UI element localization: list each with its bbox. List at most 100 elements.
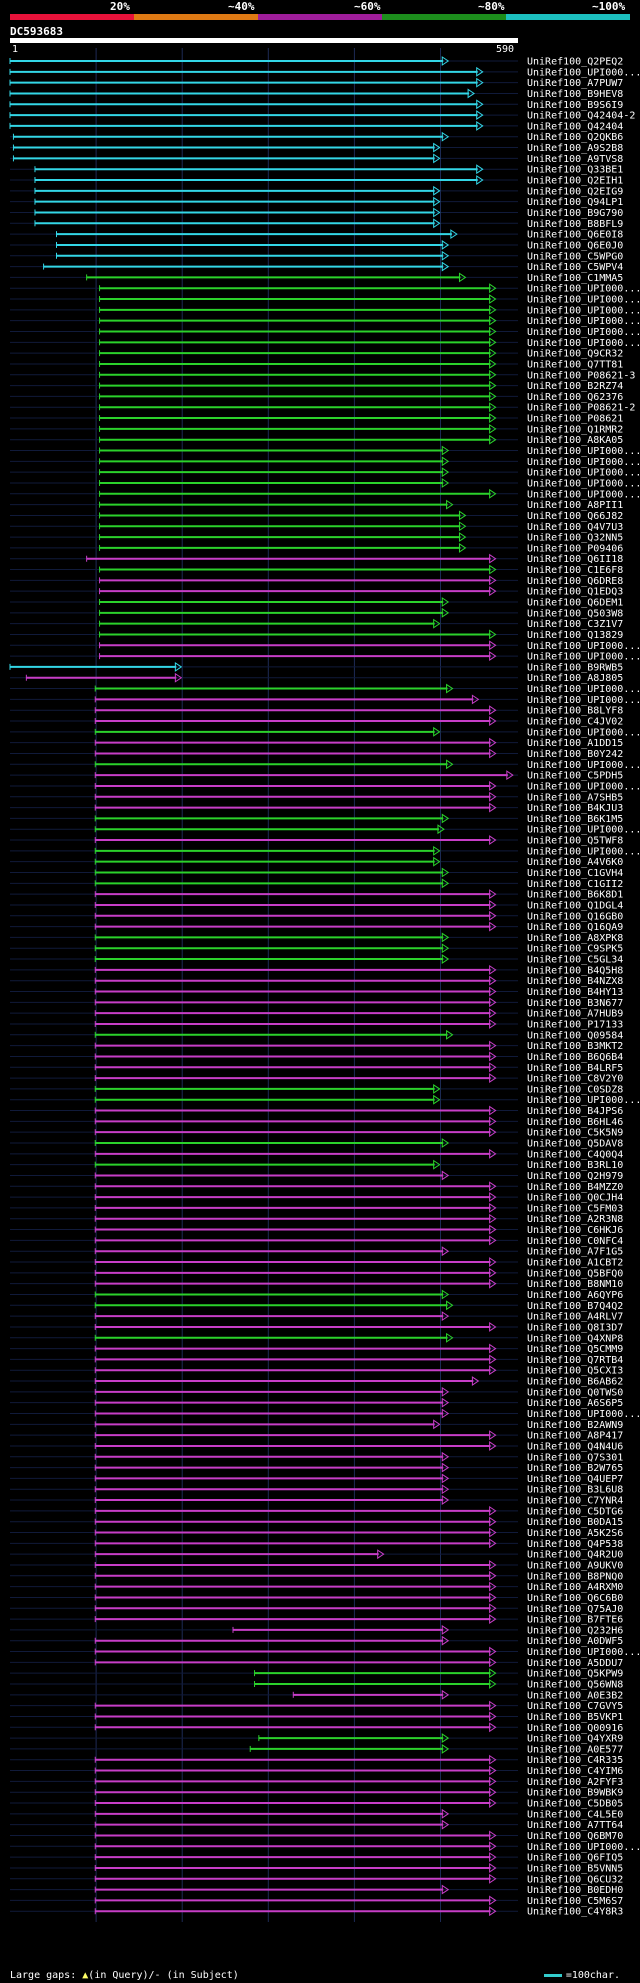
hit-label[interactable]: UniRef100_B4KJU3 xyxy=(527,803,623,814)
hit-label[interactable]: UniRef100_C1E6F8 xyxy=(527,565,623,576)
hit-label[interactable]: UniRef100_C7YNR4 xyxy=(527,1496,623,1507)
hit-label[interactable]: UniRef100_A2R3N8 xyxy=(527,1214,623,1225)
hit-label[interactable]: UniRef100_C9SPK5 xyxy=(527,944,623,955)
hit-label[interactable]: UniRef100_A6S6P5 xyxy=(527,1398,623,1409)
hit-label[interactable]: UniRef100_A7SHB5 xyxy=(527,792,623,803)
hit-label[interactable]: UniRef100_UPI000... xyxy=(527,446,640,457)
hit-label[interactable]: UniRef100_UPI000... xyxy=(527,1409,640,1420)
hit-label[interactable]: UniRef100_B5VNN5 xyxy=(527,1863,623,1874)
hit-label[interactable]: UniRef100_Q4P538 xyxy=(527,1539,623,1550)
hit-label[interactable]: UniRef100_Q6BM70 xyxy=(527,1831,623,1842)
hit-label[interactable]: UniRef100_A7F1G5 xyxy=(527,1247,623,1258)
hit-label[interactable]: UniRef100_C6HKJ6 xyxy=(527,1225,623,1236)
hit-label[interactable]: UniRef100_Q4N4U6 xyxy=(527,1441,623,1452)
hit-label[interactable]: UniRef100_C1GVH4 xyxy=(527,868,623,879)
hit-label[interactable]: UniRef100_Q7TT81 xyxy=(527,359,623,370)
hit-label[interactable]: UniRef100_Q13829 xyxy=(527,630,623,641)
hit-label[interactable]: UniRef100_A8P417 xyxy=(527,1431,623,1442)
hit-label[interactable]: UniRef100_B9G790 xyxy=(527,208,623,219)
hit-label[interactable]: UniRef100_B0DA15 xyxy=(527,1517,623,1528)
hit-label[interactable]: UniRef100_Q4R2U0 xyxy=(527,1550,623,1561)
hit-label[interactable]: UniRef100_Q6DRE8 xyxy=(527,576,623,587)
hit-label[interactable]: UniRef100_A9TVS8 xyxy=(527,154,623,165)
hit-label[interactable]: UniRef100_Q66J82 xyxy=(527,511,623,522)
hit-label[interactable]: UniRef100_Q33BE1 xyxy=(527,165,623,176)
hit-label[interactable]: UniRef100_UPI000... xyxy=(527,1095,640,1106)
hit-label[interactable]: UniRef100_UPI000... xyxy=(527,284,640,295)
hit-label[interactable]: UniRef100_Q16GB0 xyxy=(527,911,623,922)
hit-label[interactable]: UniRef100_Q4YXR9 xyxy=(527,1734,623,1745)
hit-label[interactable]: UniRef100_A5K2S6 xyxy=(527,1528,623,1539)
hit-label[interactable]: UniRef100_A7HUB9 xyxy=(527,1009,623,1020)
hit-label[interactable]: UniRef100_UPI000... xyxy=(527,478,640,489)
hit-label[interactable]: UniRef100_Q56WN8 xyxy=(527,1680,623,1691)
hit-label[interactable]: UniRef100_Q2EIG9 xyxy=(527,186,623,197)
hit-label[interactable]: UniRef100_A4V6K0 xyxy=(527,857,623,868)
hit-label[interactable]: UniRef100_A2FYF3 xyxy=(527,1777,623,1788)
hit-label[interactable]: UniRef100_B7Q4Q2 xyxy=(527,1301,623,1312)
hit-label[interactable]: UniRef100_UPI000... xyxy=(527,727,640,738)
hit-label[interactable]: UniRef100_Q6FIQ5 xyxy=(527,1853,623,1864)
hit-label[interactable]: UniRef100_Q6E0J0 xyxy=(527,240,623,251)
hit-label[interactable]: UniRef100_A0DWF5 xyxy=(527,1636,623,1647)
hit-label[interactable]: UniRef100_Q4XNP8 xyxy=(527,1333,623,1344)
hit-label[interactable]: UniRef100_C1GII2 xyxy=(527,879,623,890)
hit-label[interactable]: UniRef100_A6QYP6 xyxy=(527,1290,623,1301)
hit-label[interactable]: UniRef100_Q5BFQ0 xyxy=(527,1268,623,1279)
hit-label[interactable]: UniRef100_Q42404-2 xyxy=(527,111,635,122)
hit-label[interactable]: UniRef100_Q6E0I8 xyxy=(527,230,623,241)
hit-label[interactable]: UniRef100_B6K8D1 xyxy=(527,890,623,901)
hit-label[interactable]: UniRef100_Q16QA9 xyxy=(527,922,623,933)
hit-label[interactable]: UniRef100_C5PDH5 xyxy=(527,771,623,782)
hit-label[interactable]: UniRef100_C0NFC4 xyxy=(527,1236,623,1247)
hit-label[interactable]: UniRef100_A8KA05 xyxy=(527,435,623,446)
hit-label[interactable]: UniRef100_UPI000... xyxy=(527,684,640,695)
hit-label[interactable]: UniRef100_Q5KPW9 xyxy=(527,1669,623,1680)
hit-label[interactable]: UniRef100_P08621-2 xyxy=(527,403,635,414)
hit-label[interactable]: UniRef100_Q1DGL4 xyxy=(527,900,623,911)
hit-label[interactable]: UniRef100_A4RXM0 xyxy=(527,1582,623,1593)
hit-label[interactable]: UniRef100_UPI000... xyxy=(527,781,640,792)
hit-label[interactable]: UniRef100_C4R335 xyxy=(527,1755,623,1766)
hit-label[interactable]: UniRef100_UPI000... xyxy=(527,457,640,468)
hit-label[interactable]: UniRef100_C8V2Y0 xyxy=(527,1074,623,1085)
hit-label[interactable]: UniRef100_B3L6U8 xyxy=(527,1485,623,1496)
hit-label[interactable]: UniRef100_C5DTG6 xyxy=(527,1506,623,1517)
hit-label[interactable]: UniRef100_B0Y242 xyxy=(527,749,623,760)
hit-label[interactable]: UniRef100_Q2QKB6 xyxy=(527,132,623,143)
hit-label[interactable]: UniRef100_Q4UEP7 xyxy=(527,1474,623,1485)
hit-label[interactable]: UniRef100_Q2H979 xyxy=(527,1171,623,1182)
hit-label[interactable]: UniRef100_B8NM10 xyxy=(527,1279,623,1290)
hit-label[interactable]: UniRef100_P08621 xyxy=(527,414,623,425)
hit-label[interactable]: UniRef100_B8PNQ0 xyxy=(527,1571,623,1582)
hit-label[interactable]: UniRef100_B2RZ74 xyxy=(527,381,623,392)
hit-label[interactable]: UniRef100_Q232H6 xyxy=(527,1625,623,1636)
hit-label[interactable]: UniRef100_C5DB05 xyxy=(527,1799,623,1810)
hit-label[interactable]: UniRef100_UPI000... xyxy=(527,641,640,652)
hit-label[interactable]: UniRef100_B9WBK9 xyxy=(527,1788,623,1799)
hit-label[interactable]: UniRef100_C7GVY5 xyxy=(527,1701,623,1712)
hit-label[interactable]: UniRef100_UPI000... xyxy=(527,1842,640,1853)
hit-label[interactable]: UniRef100_A1CBT2 xyxy=(527,1258,623,1269)
hit-label[interactable]: UniRef100_Q2PEQ2 xyxy=(527,57,623,68)
hit-label[interactable]: UniRef100_C5K5N9 xyxy=(527,1128,623,1139)
hit-label[interactable]: UniRef100_B8LYF8 xyxy=(527,706,623,717)
hit-label[interactable]: UniRef100_UPI000... xyxy=(527,489,640,500)
hit-label[interactable]: UniRef100_UPI000... xyxy=(527,695,640,706)
hit-label[interactable]: UniRef100_Q6C6B0 xyxy=(527,1593,623,1604)
hit-label[interactable]: UniRef100_C3Z1V7 xyxy=(527,619,623,630)
hit-label[interactable]: UniRef100_UPI000... xyxy=(527,760,640,771)
hit-label[interactable]: UniRef100_B6K1M5 xyxy=(527,814,623,825)
hit-label[interactable]: UniRef100_C5WPG0 xyxy=(527,251,623,262)
hit-label[interactable]: UniRef100_UPI000... xyxy=(527,846,640,857)
hit-label[interactable]: UniRef100_Q4V7U3 xyxy=(527,522,623,533)
hit-label[interactable]: UniRef100_B9S6I9 xyxy=(527,100,623,111)
hit-label[interactable]: UniRef100_C4JV02 xyxy=(527,717,623,728)
hit-label[interactable]: UniRef100_Q32NN5 xyxy=(527,533,623,544)
hit-label[interactable]: UniRef100_B9RWB5 xyxy=(527,662,623,673)
hit-label[interactable]: UniRef100_UPI000... xyxy=(527,295,640,306)
hit-label[interactable]: UniRef100_UPI000... xyxy=(527,468,640,479)
hit-label[interactable]: UniRef100_Q6DEM1 xyxy=(527,598,623,609)
hit-label[interactable]: UniRef100_Q42404 xyxy=(527,121,623,132)
hit-label[interactable]: UniRef100_C1MMA5 xyxy=(527,273,623,284)
